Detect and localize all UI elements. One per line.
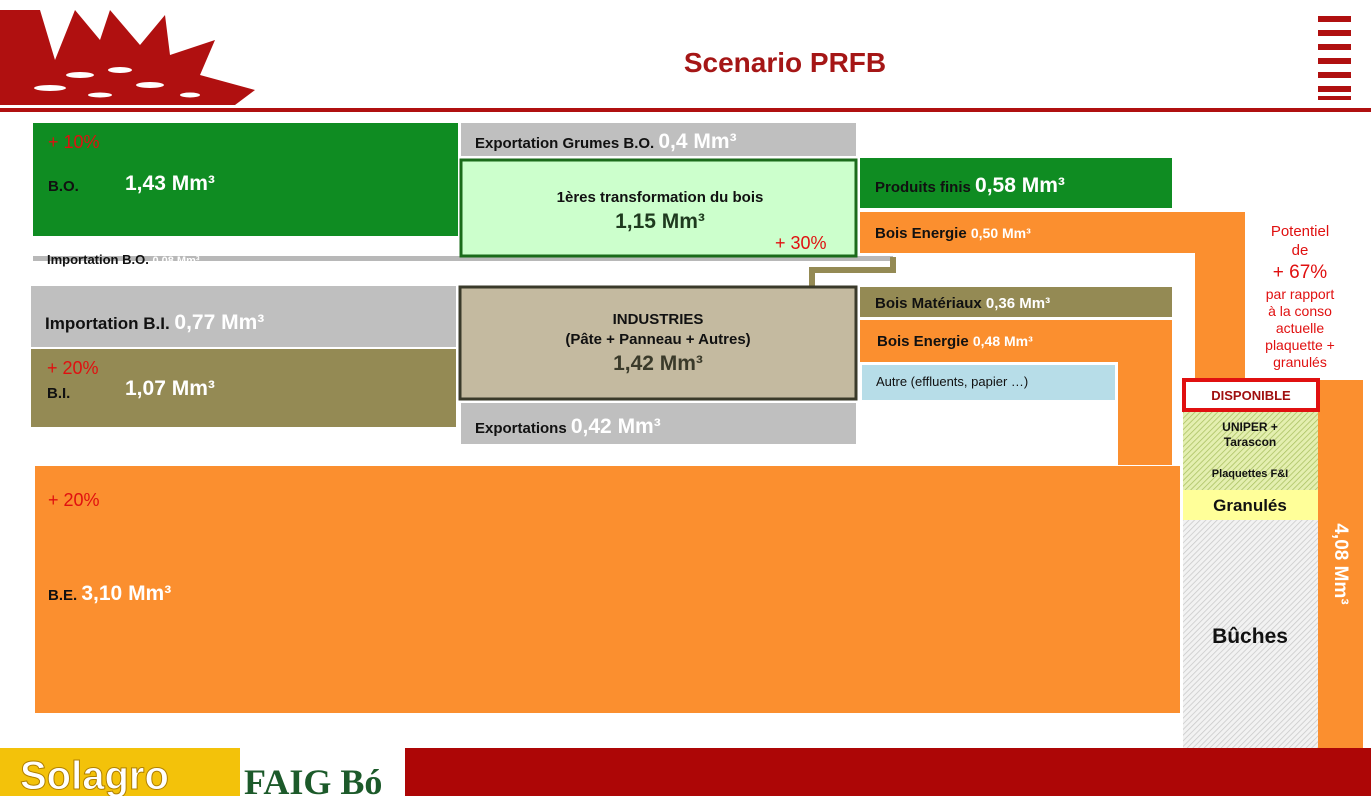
label: B.E. 3,10 Mm³ — [48, 582, 171, 605]
volume: 0,36 Mm³ — [986, 295, 1050, 312]
potential-line: actuelle — [1276, 320, 1324, 336]
label: Exportation Grumes B.O. 0,4 Mm³ — [475, 130, 737, 153]
label: B.E. — [48, 587, 77, 604]
label: Bois Matériaux 0,36 Mm³ — [875, 295, 1050, 312]
disponible: DISPONIBLE — [1211, 388, 1291, 403]
import-bi-box — [31, 286, 456, 347]
potential: Potentiel de + 67% par rapport à la cons… — [1265, 223, 1335, 370]
label: Importation B.I. — [45, 314, 170, 333]
label: Bois Energie — [875, 225, 967, 242]
total-column — [1318, 380, 1363, 748]
label: B.O. — [48, 178, 79, 195]
label: Exportations — [475, 420, 567, 437]
header-rule — [0, 108, 1371, 112]
volume: 0,77 Mm³ — [174, 311, 264, 334]
label: Produits finis 0,58 Mm³ — [875, 174, 1065, 197]
potential-line: plaquette + — [1265, 337, 1335, 353]
sunflower-logo — [0, 10, 255, 105]
bi-box — [31, 349, 456, 427]
volume: 3,10 Mm³ — [81, 582, 171, 605]
volume: 1,15 Mm³ — [615, 210, 705, 233]
volume: 0,48 Mm³ — [973, 333, 1033, 349]
label: B.I. — [47, 385, 70, 402]
disponible-block — [1182, 378, 1320, 412]
label: Exportation Grumes B.O. — [475, 135, 654, 152]
volume: 0,58 Mm³ — [975, 174, 1065, 197]
volume: 0,4 Mm³ — [658, 130, 736, 153]
label: Importation B.I. 0,77 Mm³ — [45, 311, 264, 334]
exportations-box — [461, 403, 856, 444]
potential-line: Potentiel — [1271, 223, 1329, 240]
detail: (Pâte + Panneau + Autres) — [565, 331, 750, 348]
be-box — [35, 466, 1180, 713]
faig-bo-text: FAIG Bó — [244, 762, 382, 796]
label: Exportations 0,42 Mm³ — [475, 415, 661, 438]
label: Importation B.O. — [47, 252, 149, 267]
label: Autre (effluents, papier …) — [876, 374, 1028, 389]
label: Produits finis — [875, 179, 971, 196]
output-box — [862, 365, 1115, 400]
solagro-logo — [0, 748, 240, 796]
menu-icon — [1318, 16, 1351, 100]
output-box — [860, 320, 1172, 362]
uniper-block — [1183, 412, 1318, 490]
flow — [33, 256, 893, 261]
label: 1ères transformation du bois — [557, 189, 764, 206]
total: 4,08 Mm³ — [1330, 523, 1351, 604]
growth: + 30% — [775, 233, 827, 253]
growth: + 20% — [48, 490, 100, 510]
connector — [809, 257, 896, 287]
label: INDUSTRIES — [613, 311, 704, 328]
potential-line: de — [1292, 242, 1309, 259]
first-transformation-box — [459, 158, 858, 258]
label: Bois Energie — [877, 333, 969, 350]
output-box — [860, 158, 1172, 208]
title: Scenario PRFB — [684, 47, 886, 78]
label: Importation B.O. 0,08 Mm³ — [47, 252, 200, 267]
output-box — [860, 287, 1172, 317]
label: Bois Energie 0,48 Mm³ — [877, 333, 1033, 350]
label: Bois Matériaux — [875, 295, 982, 312]
potential-line: à la conso — [1268, 303, 1332, 319]
volume: 1,43 Mm³ — [125, 172, 215, 195]
bo-box — [33, 123, 458, 236]
granules: Granulés — [1213, 496, 1287, 515]
output-box — [860, 212, 1245, 253]
growth: + 10% — [48, 132, 100, 152]
granules-block — [1183, 490, 1318, 520]
plaquettes: Plaquettes F&I — [1212, 468, 1288, 480]
buches: Bûches — [1212, 625, 1288, 648]
volume: 1,07 Mm³ — [125, 377, 215, 400]
volume: 1,42 Mm³ — [613, 352, 703, 375]
volume: 0,42 Mm³ — [571, 415, 661, 438]
potential-line: granulés — [1273, 354, 1327, 370]
label: Bois Energie 0,50 Mm³ — [875, 225, 1031, 242]
uniper: Tarascon — [1224, 435, 1276, 449]
potential-line: + 67% — [1273, 262, 1328, 283]
volume: 0,08 Mm³ — [152, 255, 199, 267]
footer-band — [405, 748, 1371, 796]
solagro-text: Solagro — [20, 754, 169, 796]
uniper: UNIPER + — [1222, 420, 1278, 434]
export-grumes-box — [461, 123, 856, 156]
industries-box — [458, 285, 858, 401]
potential-line: par rapport — [1266, 286, 1335, 302]
buches-block — [1183, 520, 1318, 748]
growth: + 20% — [47, 358, 99, 378]
volume: 0,50 Mm³ — [971, 225, 1031, 241]
